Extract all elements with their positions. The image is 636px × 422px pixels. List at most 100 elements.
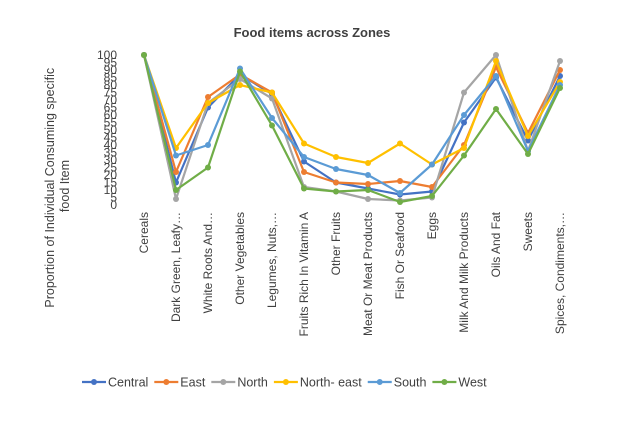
data-point [205,100,211,106]
data-point [557,58,563,64]
data-point [429,184,435,190]
data-point [173,169,179,175]
y-tick-label: 25 [104,161,118,175]
data-point [557,85,563,91]
legend-label: East [180,376,206,390]
y-tick-label: 15 [104,176,118,190]
data-point [365,160,371,166]
data-point [269,89,275,96]
y-tick-label: 35 [104,146,118,160]
data-point [365,172,371,178]
series-line [142,54,561,189]
y-axis-label: Proportion of Individual Consuming speci… [43,64,72,307]
data-point [397,178,403,184]
data-point [333,188,339,195]
data-point [301,140,307,147]
data-point [301,185,307,192]
data-point [365,181,371,187]
data-point [301,158,307,165]
x-tick-label: Oils And Fat [489,211,503,277]
data-point [141,52,147,58]
data-point [429,161,435,168]
data-point [525,151,531,157]
series-line [142,54,561,166]
y-tick-label: 50 [104,123,118,137]
data-point [365,187,371,193]
data-point [269,95,275,102]
y-tick-label: 75 [104,86,118,100]
y-tick-label: 40 [104,138,118,152]
y-tick-label: 65 [104,101,118,115]
legend-label: Central [108,376,148,390]
series-layer [141,52,563,205]
data-point [525,133,531,139]
y-tick-label: 55 [104,116,118,130]
y-tick-label: 20 [104,168,118,182]
x-tick-label: Other Fruits [329,212,343,275]
data-point [237,68,243,75]
data-point [461,152,467,159]
y-tick-label: 90 [104,63,118,77]
data-point [461,145,467,151]
legend-marker [91,379,97,385]
x-tick-label: Dark Green, Leafy… [169,212,183,322]
legend: Central East North North- east South West [82,376,487,390]
y-tick-label: 100 [97,48,117,62]
y-tick-label: 95 [104,56,118,70]
x-tick-label: Fruits Rich In Vitamin A [297,212,311,337]
x-tick-label: Cereals [137,212,151,253]
data-point [461,112,467,118]
legend-label: North- east [300,376,362,390]
data-point [301,169,307,175]
x-tick-label: Sweets [521,212,535,251]
legend-marker [282,379,289,385]
data-point [493,52,499,58]
x-tick-label: Spices, Condiments,… [553,212,567,334]
y-tick-label: 80 [104,78,118,92]
data-point [205,164,211,171]
x-tick-label: Eggs [425,212,439,239]
legend-label: West [458,376,487,390]
x-tick-label: Legumes, Nuts,… [265,212,279,308]
x-tick-label: Milk And Milk Products [457,212,471,333]
y-tick-label: 5 [110,191,117,205]
legend-label: South [394,376,427,390]
data-point [269,122,275,129]
series-line [142,54,561,196]
data-point [333,154,339,160]
legend-marker [163,379,170,385]
series-line [142,54,561,204]
y-tick-label: 85 [104,71,118,85]
data-point [205,142,211,148]
y-tick-label: 60 [104,108,118,122]
data-point [205,94,211,100]
legend-label: North [237,376,268,390]
x-tick-label: Fish Or Seafood [393,212,407,299]
y-tick-label: 10 [104,183,118,197]
data-point [173,187,179,193]
series-line [142,54,561,195]
data-point [493,73,499,79]
y-tick-label: 30 [104,153,118,167]
legend-marker [376,379,383,385]
data-point [397,190,403,196]
x-axis-ticks: Cereals Dark Green, Leafy… White Roots And… [137,211,567,336]
legend-marker [441,379,448,385]
data-point [397,199,403,205]
data-point [493,106,499,112]
chart-title: Food items across Zones [234,25,391,40]
y-axis-ticks: 0510152025303540455055606570758085909510… [97,48,117,212]
y-tick-label: 0 [110,198,117,212]
data-point [173,196,179,202]
x-tick-label: Other Vegetables [233,212,247,305]
data-point [461,119,467,126]
data-point [301,154,307,160]
data-point [525,137,531,144]
data-point [173,152,179,159]
x-tick-label: Meat Or Meat Products [361,212,375,336]
data-point [333,179,339,186]
y-axis-label-line-2: food Item [58,160,72,212]
data-point [461,89,467,96]
y-tick-label: 45 [104,131,118,145]
